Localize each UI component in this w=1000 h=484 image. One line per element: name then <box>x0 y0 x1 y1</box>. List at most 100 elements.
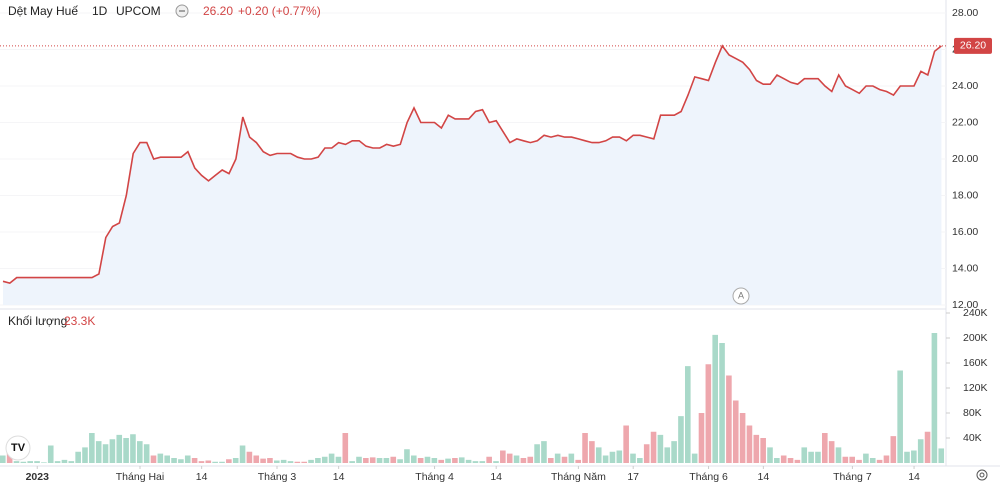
volume-bar <box>301 461 307 463</box>
volume-bar <box>321 456 328 463</box>
volume-bar <box>520 458 527 463</box>
volume-bar <box>548 458 554 463</box>
volume-bar <box>513 455 520 463</box>
volume-bar <box>267 458 273 463</box>
volume-bar <box>726 375 732 463</box>
volume-bar <box>595 447 602 463</box>
volume-bar <box>479 461 486 463</box>
volume-bar <box>445 458 451 463</box>
volume-bar <box>931 333 938 463</box>
volume-title: Khối lượng <box>8 314 67 328</box>
y-tick-label: 28.00 <box>952 7 978 19</box>
volume-bar <box>787 458 794 463</box>
x-tick-label: Tháng 6 <box>689 471 728 483</box>
y-tick-label: 22.00 <box>952 116 978 128</box>
volume-bar <box>856 459 862 463</box>
settings-icon[interactable] <box>976 469 988 481</box>
volume-bar <box>328 453 335 463</box>
plot-area <box>0 12 946 463</box>
annotation-marker[interactable] <box>732 287 750 305</box>
volume-bar <box>671 441 677 463</box>
volume-bar <box>500 450 506 463</box>
volume-bar <box>13 461 20 463</box>
volume-bar <box>657 434 664 463</box>
volume-bar <box>876 459 883 463</box>
last-price-box <box>954 37 992 54</box>
volume-bar <box>191 458 198 463</box>
y-tick-label: 40K <box>963 432 982 444</box>
volume-bar <box>89 433 95 463</box>
volume-bar <box>780 455 787 463</box>
y-tick-label: 14.00 <box>952 262 978 274</box>
volume-bar <box>212 461 218 463</box>
volume-bar <box>27 461 33 463</box>
volume-bar <box>150 455 157 463</box>
volume-bar <box>260 458 266 463</box>
volume-bar <box>404 449 410 463</box>
volume-bar <box>82 447 88 463</box>
svg-text:TV: TV <box>11 442 26 454</box>
volume-bar <box>938 448 945 463</box>
volume-bar <box>589 441 595 463</box>
volume-bar <box>68 461 75 463</box>
volume-bar <box>835 447 842 463</box>
y-tick-label: 240K <box>963 307 988 319</box>
volume-bar <box>602 455 609 463</box>
volume-bar <box>493 461 499 463</box>
volume-bar <box>390 456 397 463</box>
volume-bar <box>691 453 698 463</box>
volume-bar <box>294 461 301 463</box>
x-tick-label: Tháng 7 <box>833 471 872 483</box>
volume-bar <box>609 451 616 463</box>
volume-bar <box>678 416 684 463</box>
volume-bar <box>822 433 828 463</box>
volume-bar <box>575 459 581 463</box>
y-tick-label: 80K <box>963 407 982 419</box>
volume-bar <box>760 438 766 463</box>
volume-bar <box>904 451 910 463</box>
y-tick-label: 20.00 <box>952 153 978 165</box>
volume-bar <box>527 456 534 463</box>
exchange: UPCOM <box>116 4 161 18</box>
volume-bar <box>137 441 143 463</box>
volume-bar <box>109 439 116 463</box>
x-tick-label: Tháng Năm <box>551 471 606 483</box>
volume-bar <box>239 445 246 463</box>
y-tick-label: 16.00 <box>952 226 978 238</box>
volume-bar <box>801 447 808 463</box>
volume-bar <box>719 343 725 463</box>
volume-bar <box>356 456 362 463</box>
volume-bar <box>869 458 876 463</box>
x-tick-label: 14 <box>490 471 502 483</box>
volume-bar <box>363 458 369 463</box>
logo: TV <box>5 435 31 461</box>
volume-bar <box>342 433 349 463</box>
volume-bar <box>767 447 773 463</box>
volume-bar <box>452 458 458 463</box>
volume-bar <box>102 444 109 463</box>
volume-bar <box>897 370 903 463</box>
volume-bar <box>130 434 136 463</box>
volume-bar <box>917 439 924 463</box>
volume-bar <box>746 425 753 463</box>
volume-last: 23.3K <box>64 314 95 328</box>
volume-bar <box>712 334 718 463</box>
volume-bar <box>685 366 691 463</box>
price: 26.20 <box>203 4 233 18</box>
x-tick-label: Tháng 3 <box>258 471 297 483</box>
volume-bar <box>383 458 390 463</box>
y-tick-label: 160K <box>963 357 988 369</box>
volume-bar <box>863 453 869 463</box>
y-tick-label: 18.00 <box>952 189 978 201</box>
volume-bar <box>205 460 212 463</box>
volume-bar <box>349 461 355 463</box>
volume-bar <box>623 425 629 463</box>
volume-bar <box>582 433 588 463</box>
volume-bar <box>534 444 540 463</box>
volume-bar <box>143 444 150 463</box>
volume-bar <box>911 450 917 463</box>
volume-bar <box>842 456 849 463</box>
volume-bar <box>883 455 890 463</box>
x-tick-label: 14 <box>908 471 920 483</box>
